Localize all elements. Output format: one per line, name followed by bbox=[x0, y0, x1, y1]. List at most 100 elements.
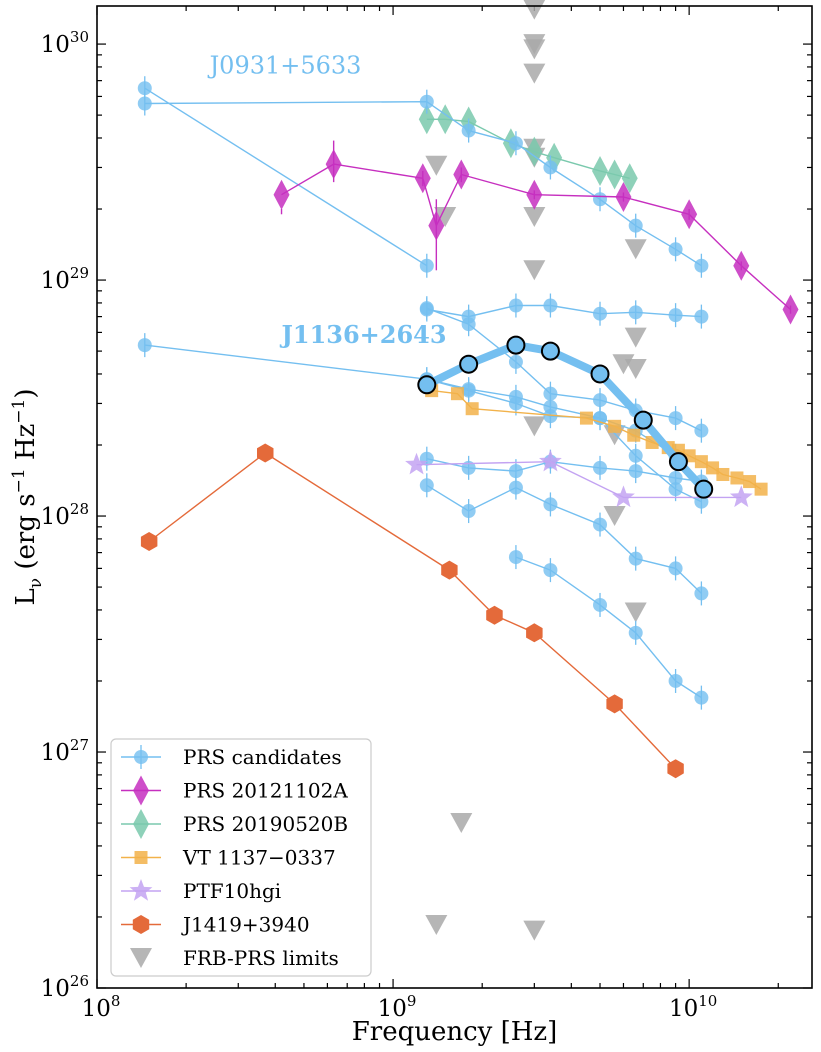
legend-entry: PTF10hgi bbox=[121, 879, 281, 903]
legend-label: PRS candidates bbox=[183, 745, 342, 769]
data-point bbox=[628, 625, 643, 640]
data-point bbox=[450, 387, 464, 401]
data-point bbox=[461, 317, 476, 332]
legend-marker bbox=[129, 879, 153, 901]
data-point bbox=[628, 448, 643, 463]
data-point bbox=[526, 179, 543, 210]
data-point bbox=[592, 155, 609, 186]
series-line bbox=[281, 163, 791, 311]
data-point bbox=[624, 327, 647, 348]
data-point bbox=[461, 460, 476, 475]
series-line bbox=[416, 461, 742, 499]
data-point bbox=[743, 475, 757, 489]
x-tick-label: 1010 bbox=[669, 992, 717, 1022]
data-point bbox=[593, 393, 608, 408]
legend: PRS candidates PRS 20121102A PRS 20190520B… bbox=[110, 738, 372, 977]
data-point bbox=[523, 0, 546, 20]
data-point bbox=[325, 149, 342, 180]
data-point bbox=[508, 480, 523, 495]
data-point bbox=[453, 159, 470, 190]
data-point bbox=[733, 250, 750, 281]
legend-label: J1419+3940 bbox=[181, 913, 310, 937]
data-point bbox=[628, 218, 643, 233]
data-point bbox=[419, 301, 434, 316]
data-point bbox=[418, 104, 435, 135]
annotation-label: J1136+2643 bbox=[280, 320, 447, 349]
data-point bbox=[782, 294, 799, 325]
data-point bbox=[450, 813, 473, 834]
data-point bbox=[628, 305, 643, 320]
data-point bbox=[508, 464, 523, 479]
data-point bbox=[405, 452, 428, 475]
data-point bbox=[461, 123, 476, 138]
data-layer bbox=[137, 0, 799, 941]
data-point bbox=[694, 309, 709, 324]
axis-ticks bbox=[96, 6, 812, 989]
data-point bbox=[140, 532, 158, 551]
plot-frame bbox=[96, 5, 813, 989]
series-j1419-3940 bbox=[140, 443, 684, 779]
data-point bbox=[523, 416, 546, 437]
data-point bbox=[694, 690, 709, 705]
data-point bbox=[273, 179, 290, 210]
data-point bbox=[668, 242, 683, 257]
series-ptf10hgi bbox=[405, 449, 753, 508]
legend-label: PTF10hgi bbox=[183, 879, 281, 903]
data-point bbox=[526, 623, 543, 643]
y-tick-label: 1028 bbox=[41, 500, 89, 530]
data-point bbox=[508, 354, 523, 369]
data-point bbox=[465, 402, 479, 416]
data-point bbox=[615, 181, 632, 212]
data-point bbox=[543, 160, 558, 175]
data-point bbox=[257, 443, 274, 463]
data-point bbox=[606, 694, 623, 714]
data-point bbox=[543, 409, 558, 424]
data-point bbox=[137, 96, 152, 111]
data-point bbox=[523, 207, 546, 228]
data-point bbox=[419, 94, 434, 109]
data-point bbox=[668, 411, 683, 426]
data-point bbox=[461, 504, 476, 519]
data-point bbox=[523, 39, 546, 60]
legend-box bbox=[110, 738, 372, 977]
data-point bbox=[543, 563, 558, 578]
data-point bbox=[523, 920, 546, 941]
data-point bbox=[668, 452, 688, 472]
legend-marker bbox=[130, 948, 152, 968]
y-tick-label: 1030 bbox=[41, 28, 89, 58]
data-point bbox=[590, 364, 610, 384]
data-point bbox=[543, 386, 558, 401]
data-point bbox=[608, 419, 622, 433]
legend-marker bbox=[133, 775, 149, 806]
data-point bbox=[628, 464, 643, 479]
data-point bbox=[434, 207, 457, 228]
data-point bbox=[603, 506, 626, 527]
data-point bbox=[508, 298, 523, 313]
data-point bbox=[419, 478, 434, 493]
legend-entry: PRS candidates bbox=[121, 745, 342, 769]
data-point bbox=[523, 260, 546, 281]
data-point bbox=[523, 63, 546, 84]
data-point bbox=[414, 163, 431, 194]
x-axis-label: Frequency [Hz] bbox=[352, 1017, 558, 1047]
data-point bbox=[706, 461, 720, 475]
data-point bbox=[593, 192, 608, 207]
y-axis-title: Lν (erg s−1 Hz−1) bbox=[9, 388, 46, 605]
data-point bbox=[694, 586, 709, 601]
series-prs-20190520b bbox=[418, 104, 638, 194]
data-point bbox=[461, 383, 476, 398]
data-point bbox=[667, 759, 684, 779]
data-point bbox=[624, 239, 647, 260]
data-point bbox=[419, 258, 434, 273]
legend-entry: PRS 20121102A bbox=[121, 775, 348, 806]
data-point bbox=[441, 560, 458, 580]
data-point bbox=[425, 155, 448, 176]
data-point bbox=[543, 497, 558, 512]
legend-label: PRS 20121102A bbox=[183, 779, 348, 803]
data-point bbox=[593, 460, 608, 475]
data-point bbox=[716, 467, 730, 481]
legend-entry: VT 1137−0337 bbox=[121, 846, 336, 870]
series-line bbox=[144, 87, 428, 267]
legend-label: VT 1137−0337 bbox=[182, 846, 336, 870]
data-point bbox=[506, 335, 526, 355]
